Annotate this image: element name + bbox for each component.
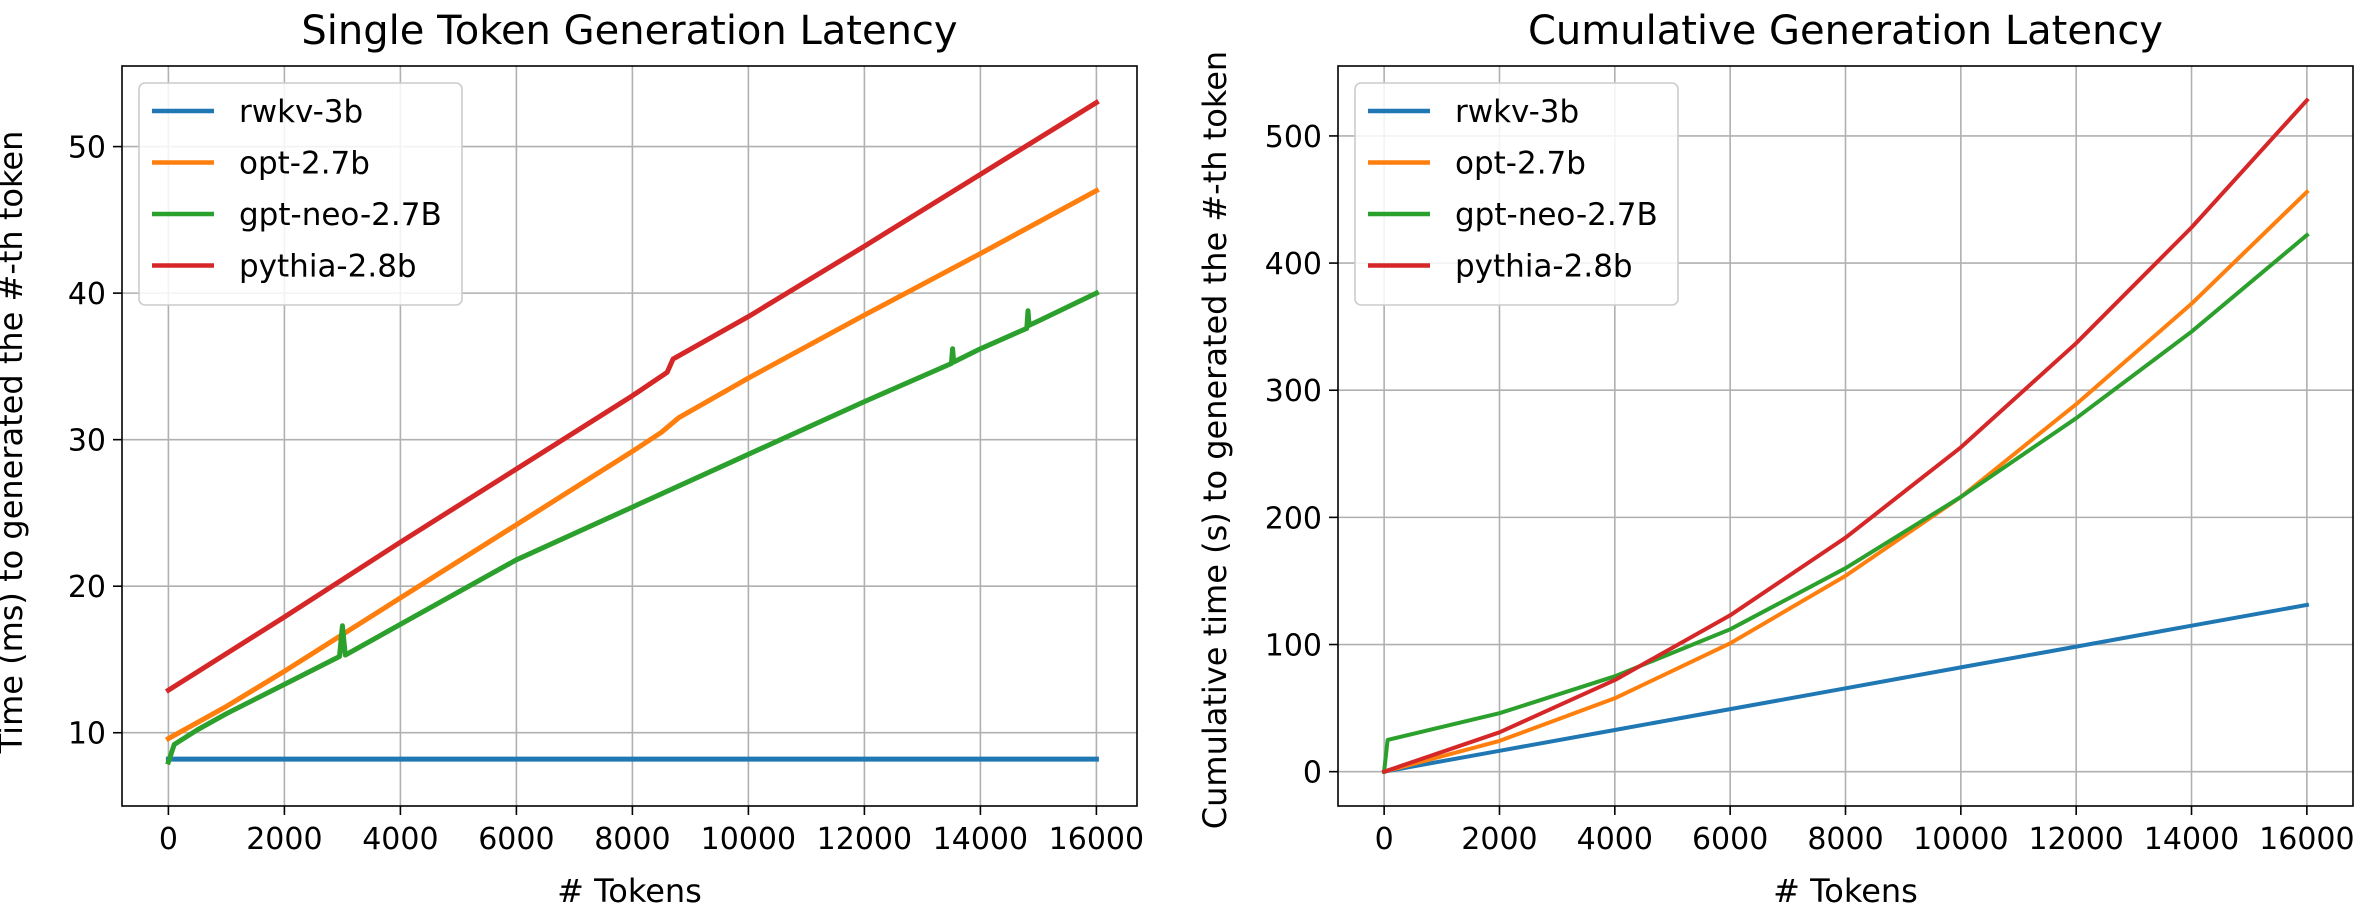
legend-box: [138, 82, 463, 306]
chart-title: Single Token Generation Latency: [301, 8, 957, 54]
x-tick-label: 4000: [1577, 822, 1653, 857]
legend-label: rwkv-3b: [1455, 94, 1579, 130]
y-tick-label: 300: [1265, 374, 1322, 409]
y-tick-label: 500: [1265, 120, 1322, 155]
legend-label: gpt-neo-2.7B: [239, 197, 442, 233]
x-tick-label: 0: [1375, 822, 1394, 857]
legend-label: opt-2.7b: [1455, 146, 1586, 182]
series-line-opt-2-7b: [1381, 189, 2310, 775]
x-tick-label: 8000: [594, 822, 670, 857]
legend-label: gpt-neo-2.7B: [1455, 197, 1658, 233]
x-tick-label: 16000: [2259, 822, 2354, 857]
y-axis-label: Cumulative time (s) to generated the #-t…: [1196, 51, 1234, 829]
x-tick-label: 0: [159, 822, 178, 857]
legend: rwkv-3b opt-2.7b gpt-neo-2.7B pythia-2.8b: [1354, 82, 1679, 306]
y-tick-label: 30: [68, 424, 106, 459]
y-tick-label: 40: [68, 277, 106, 312]
x-tick-label: 6000: [1692, 822, 1768, 857]
latency-chart-cumulative: 0 2000 4000 6000 8000 10000 12000 14000 16000 0 10…: [1196, 8, 2355, 910]
series-line-opt-2-7b: [165, 187, 1100, 742]
x-tick-label: 2000: [246, 822, 322, 857]
x-tick-label: 16000: [1049, 822, 1144, 857]
legend-label: opt-2.7b: [239, 146, 370, 182]
x-tick-label: 10000: [701, 822, 796, 857]
series-line-gpt-neo-2-7b: [165, 289, 1100, 766]
series-line-rwkv-3b: [1381, 602, 2310, 775]
y-axis-label: Time (ms) to generated the #-th token: [0, 131, 30, 755]
x-tick-label: 6000: [478, 822, 554, 857]
latency-chart-single-token: 0 2000 4000 6000 8000 10000 12000 14000 16000 10 2…: [0, 8, 1144, 910]
legend: rwkv-3b opt-2.7b gpt-neo-2.7B pythia-2.8b: [138, 82, 463, 306]
legend-label: pythia-2.8b: [1455, 249, 1633, 285]
y-tick-label: 50: [68, 131, 106, 166]
x-tick-label: 12000: [2028, 822, 2123, 857]
series-line-pythia-2-8b: [164, 99, 1100, 694]
x-tick-label: 14000: [933, 822, 1028, 857]
legend-box: [1354, 82, 1679, 306]
series-line-gpt-neo-2-7b: [1381, 232, 2310, 774]
x-tick-label: 14000: [2144, 822, 2239, 857]
legend-label: rwkv-3b: [239, 94, 363, 130]
y-tick-label: 0: [1303, 756, 1322, 791]
x-tick-label: 8000: [1807, 822, 1883, 857]
x-tick-label: 4000: [362, 822, 438, 857]
legend-label: pythia-2.8b: [239, 249, 417, 285]
y-tick-label: 200: [1265, 501, 1322, 536]
plot-frame: [121, 65, 1138, 807]
y-tick-label: 20: [68, 570, 106, 605]
x-axis-label: # Tokens: [1773, 872, 1918, 910]
x-axis-label: # Tokens: [557, 872, 702, 910]
x-tick-label: 12000: [817, 822, 912, 857]
y-tick-label: 400: [1265, 247, 1322, 282]
x-tick-label: 10000: [1913, 822, 2008, 857]
chart-title: Cumulative Generation Latency: [1528, 8, 2163, 54]
series-line-pythia-2-8b: [1381, 97, 2310, 775]
y-tick-label: 100: [1265, 629, 1322, 664]
x-tick-label: 2000: [1461, 822, 1537, 857]
y-tick-label: 10: [68, 717, 106, 752]
